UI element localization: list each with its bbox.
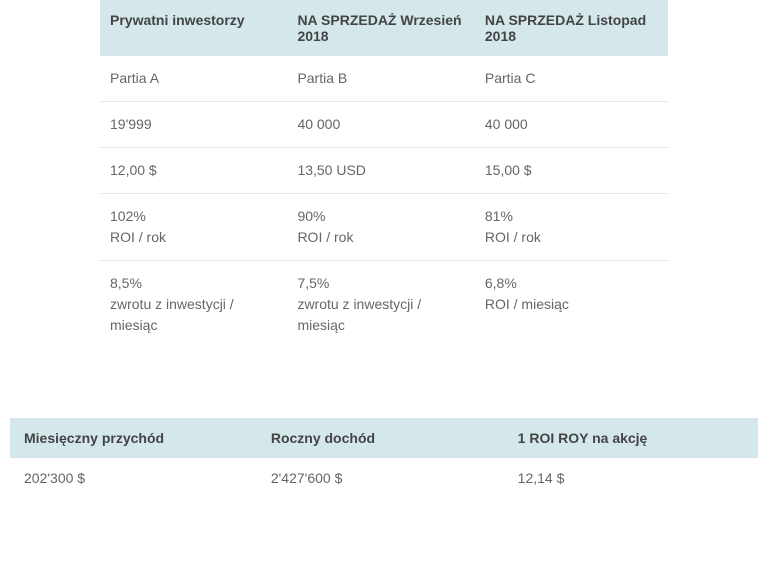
cell-roi-year-a: 102%ROI / rok	[100, 194, 287, 261]
cell-roi-per-share: 12,14 $	[504, 458, 758, 498]
cell-partia-a: Partia A	[100, 56, 287, 102]
header-col-sept: NA SPRZEDAŻ Wrzesień 2018	[287, 0, 474, 56]
table-row: 202'300 $ 2'427'600 $ 12,14 $	[10, 458, 758, 498]
top-table-container: Prywatni inwestorzy NA SPRZEDAŻ Wrzesień…	[0, 0, 768, 348]
cell-roi-month-c: 6,8%ROI / miesiąc	[475, 261, 668, 349]
cell-roi-month-a: 8,5%zwrotu z inwestycji / miesiąc	[100, 261, 287, 349]
cell-roi-month-b: 7,5%zwrotu z inwestycji / miesiąc	[287, 261, 474, 349]
table-row: Partia A Partia B Partia C	[100, 56, 668, 102]
cell-partia-b: Partia B	[287, 56, 474, 102]
cell-qty-a: 19'999	[100, 102, 287, 148]
table-row: 19'999 40 000 40 000	[100, 102, 668, 148]
table-header-row: Prywatni inwestorzy NA SPRZEDAŻ Wrzesień…	[100, 0, 668, 56]
table-row: 12,00 $ 13,50 USD 15,00 $	[100, 148, 668, 194]
income-table: Miesięczny przychód Roczny dochód 1 ROI …	[10, 418, 758, 498]
table-row: 8,5%zwrotu z inwestycji / miesiąc 7,5%zw…	[100, 261, 668, 349]
cell-partia-c: Partia C	[475, 56, 668, 102]
cell-price-c: 15,00 $	[475, 148, 668, 194]
header-col-nov: NA SPRZEDAŻ Listopad 2018	[475, 0, 668, 56]
table-header-row: Miesięczny przychód Roczny dochód 1 ROI …	[10, 418, 758, 458]
investment-table: Prywatni inwestorzy NA SPRZEDAŻ Wrzesień…	[100, 0, 668, 348]
cell-roi-year-b: 90%ROI / rok	[287, 194, 474, 261]
cell-price-a: 12,00 $	[100, 148, 287, 194]
cell-price-b: 13,50 USD	[287, 148, 474, 194]
header-annual-income: Roczny dochód	[257, 418, 504, 458]
bottom-table-container: Miesięczny przychód Roczny dochód 1 ROI …	[0, 418, 768, 498]
cell-roi-year-c: 81%ROI / rok	[475, 194, 668, 261]
table-row: 102%ROI / rok 90%ROI / rok 81%ROI / rok	[100, 194, 668, 261]
header-monthly-income: Miesięczny przychód	[10, 418, 257, 458]
cell-qty-c: 40 000	[475, 102, 668, 148]
cell-qty-b: 40 000	[287, 102, 474, 148]
cell-annual-income: 2'427'600 $	[257, 458, 504, 498]
header-roi-per-share: 1 ROI ROY na akcję	[504, 418, 758, 458]
cell-monthly-income: 202'300 $	[10, 458, 257, 498]
header-col-investors: Prywatni inwestorzy	[100, 0, 287, 56]
